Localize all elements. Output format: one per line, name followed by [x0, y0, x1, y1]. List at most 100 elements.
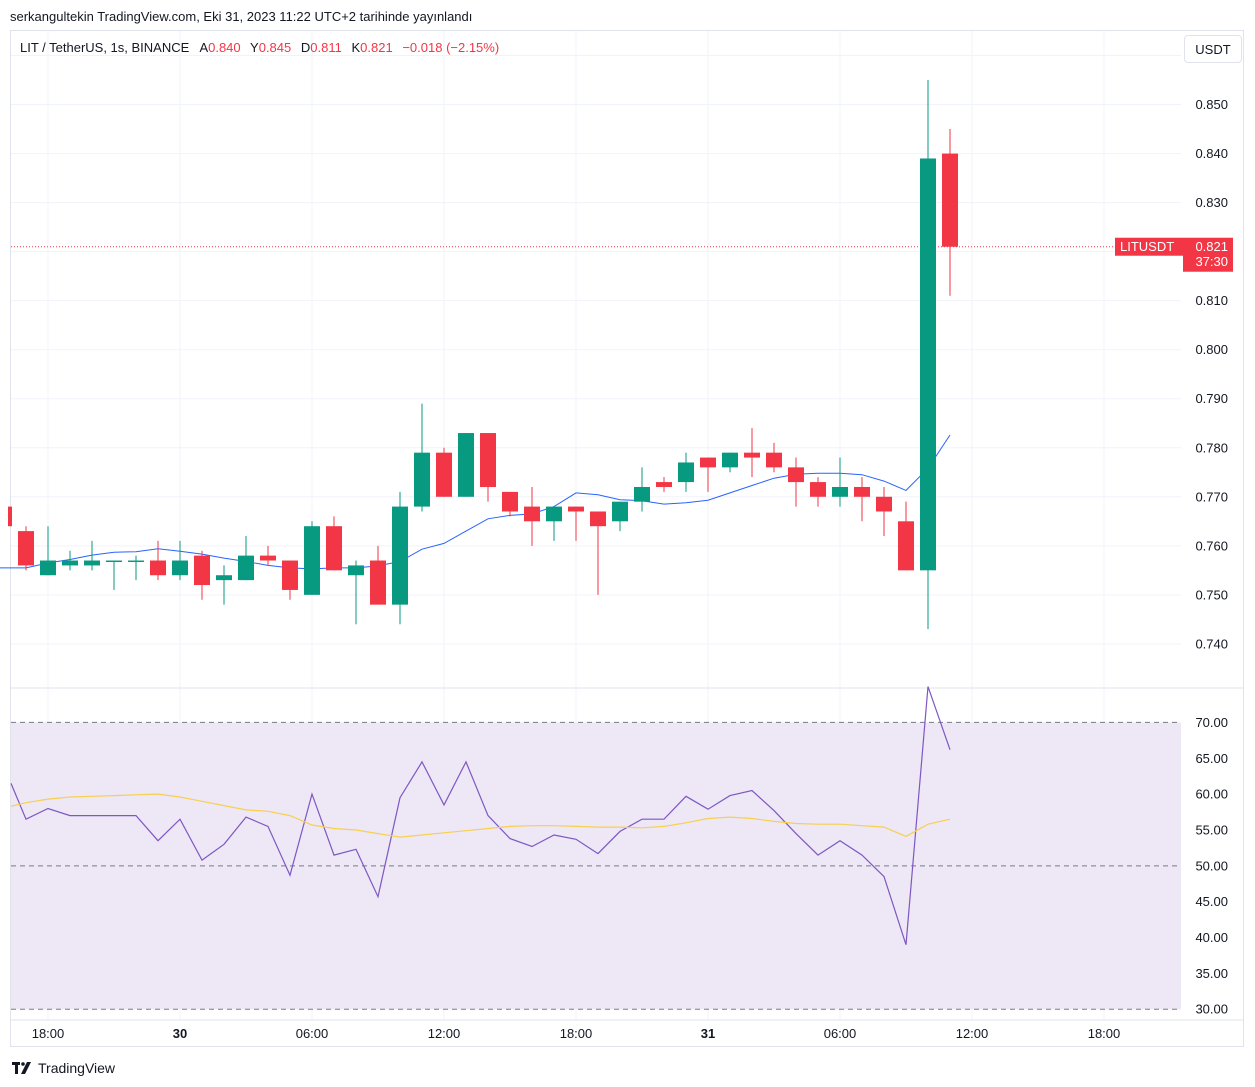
candle-body — [502, 491, 518, 512]
rsi-tick-label: 35.00 — [1195, 966, 1228, 981]
price-tag-value: 0.821 — [1195, 239, 1228, 254]
price-tick-label: 0.740 — [1195, 636, 1228, 651]
candle-body — [282, 560, 298, 590]
candle-body — [612, 501, 628, 522]
candle-body — [678, 462, 694, 483]
candle-body — [62, 560, 78, 566]
change-value: −0.018 (−2.15%) — [402, 40, 500, 55]
open-value: 0.840 — [208, 40, 241, 55]
ohlc-legend: LIT / TetherUS, 1s, BINANCE A0.840 Y0.84… — [20, 40, 505, 55]
candle-body — [106, 560, 122, 563]
candle-body — [656, 482, 672, 487]
rsi-line — [10, 686, 951, 945]
rsi-tick-label: 40.00 — [1195, 930, 1228, 945]
currency-button[interactable]: USDT — [1184, 35, 1242, 63]
candle-body — [392, 506, 408, 605]
candle-body — [304, 526, 320, 595]
candle-body — [546, 506, 562, 522]
price-tick-label: 0.780 — [1195, 440, 1228, 455]
candle-body — [744, 452, 760, 458]
candle-body — [194, 555, 210, 586]
rsi-ma-line — [10, 793, 951, 838]
rsi-tick-label: 50.00 — [1195, 858, 1228, 873]
rsi-tick-label: 55.00 — [1195, 822, 1228, 837]
candle-body — [216, 575, 232, 581]
price-tick-label: 0.790 — [1195, 391, 1228, 406]
x-tick-label: 18:00 — [32, 1026, 65, 1041]
candle-body — [84, 560, 100, 566]
x-tick-label: 31 — [701, 1026, 715, 1041]
candle-body — [590, 511, 606, 527]
ma-layer — [0, 434, 951, 570]
price-tag-countdown: 37:30 — [1195, 254, 1228, 269]
rsi-tick-label: 70.00 — [1195, 715, 1228, 730]
rsi-band-layer — [11, 721, 1181, 1010]
high-value: 0.845 — [258, 40, 292, 55]
candle-body — [370, 560, 386, 605]
candle-body — [942, 153, 958, 247]
footer-brand-text: TradingView — [38, 1060, 116, 1076]
price-tick-label: 0.770 — [1195, 489, 1228, 504]
published-caption: serkangultekin TradingView.com, Eki 31, … — [10, 9, 473, 24]
price-tick-label: 0.830 — [1195, 195, 1228, 210]
symbol-label[interactable]: LIT / TetherUS, 1s, BINANCE — [20, 40, 190, 55]
candle-body — [172, 560, 188, 576]
high-label: Y — [250, 40, 259, 55]
candle-body — [128, 560, 144, 563]
candle-body — [238, 555, 254, 581]
close-label: K — [351, 40, 361, 55]
candle-body — [766, 452, 782, 468]
price-tag-symbol-bg — [1115, 237, 1183, 256]
low-label: D — [300, 40, 311, 55]
low-value: 0.811 — [310, 40, 342, 55]
candle-body — [436, 452, 452, 497]
price-tick-label: 0.800 — [1195, 342, 1228, 357]
candle-body — [634, 486, 650, 502]
candle-partial — [8, 506, 12, 527]
x-tick-label: 06:00 — [824, 1026, 857, 1041]
candle-body — [326, 526, 342, 571]
candle-body — [898, 521, 914, 571]
x-tick-label: 06:00 — [296, 1026, 329, 1041]
candle-body — [788, 467, 804, 483]
candle-body — [150, 560, 166, 576]
candle-body — [568, 506, 584, 512]
x-tick-label: 18:00 — [1088, 1026, 1121, 1041]
footer-brand[interactable]: TradingView — [12, 1060, 115, 1076]
candle-body — [414, 452, 430, 507]
axis-layer: 18:00 30 06:00 12:00 18:00 31 06:00 12:00 18:00 0… — [32, 48, 1228, 1041]
candle-body — [260, 555, 276, 561]
candle-body — [458, 433, 474, 497]
x-tick-label: 12:00 — [956, 1026, 989, 1041]
rsi-tick-label: 60.00 — [1195, 787, 1228, 802]
candle-body — [810, 482, 826, 497]
price-tag-value-bg — [1183, 237, 1233, 272]
price-tag-symbol: LITUSDT — [1120, 239, 1174, 254]
rsi-tick-label: 65.00 — [1195, 751, 1228, 766]
candle-body — [700, 457, 716, 468]
rsi-tick-label: 45.00 — [1195, 894, 1228, 909]
chart-frame — [10, 30, 1244, 1047]
candle-body — [832, 486, 848, 497]
candle-body — [18, 531, 34, 566]
candle-body — [854, 486, 870, 497]
price-tick-label: 0.840 — [1195, 146, 1228, 161]
rsi-tick-label: 30.00 — [1195, 1002, 1228, 1017]
tradingview-logo-icon — [12, 1062, 31, 1074]
candle-body — [480, 433, 496, 487]
price-tick-label: 0.750 — [1195, 587, 1228, 602]
x-tick-label: 12:00 — [428, 1026, 461, 1041]
x-tick-label: 18:00 — [560, 1026, 593, 1041]
moving-average-line — [0, 434, 951, 570]
candle-layer — [8, 80, 958, 630]
candle-body — [876, 496, 892, 512]
price-tick-label: 0.760 — [1195, 538, 1228, 553]
price-tick-label: 0.810 — [1195, 293, 1228, 308]
candle-body — [348, 565, 364, 576]
candle-body — [40, 560, 56, 576]
candle-body — [920, 158, 936, 571]
close-value: 0.821 — [360, 40, 393, 55]
price-tick-label: 0.850 — [1195, 97, 1228, 112]
